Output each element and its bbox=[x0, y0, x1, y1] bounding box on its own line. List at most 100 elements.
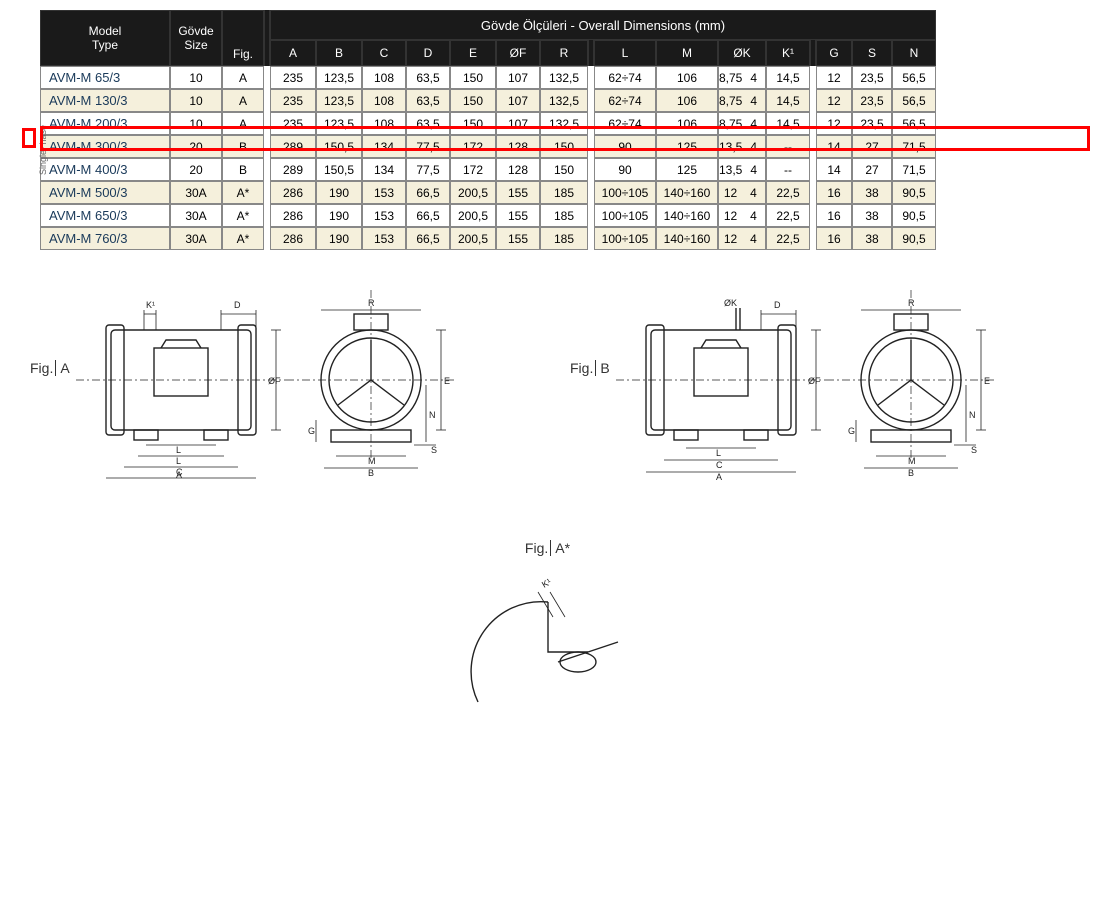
cell: 16 bbox=[816, 227, 852, 250]
cell: 14 bbox=[816, 158, 852, 181]
cell: 63,5 bbox=[406, 89, 450, 112]
cell: 150 bbox=[450, 112, 496, 135]
dim-Rb: R bbox=[908, 298, 915, 308]
cell: 62÷74 bbox=[594, 112, 656, 135]
hdr-C: C bbox=[362, 40, 406, 66]
cell: A bbox=[222, 89, 264, 112]
cell: 23,5 bbox=[852, 112, 892, 135]
dim-M: M bbox=[368, 456, 376, 466]
cell: 125 bbox=[656, 135, 718, 158]
cell: 71,5 bbox=[892, 135, 936, 158]
hdr-L: L bbox=[594, 40, 656, 66]
cell: A* bbox=[222, 227, 264, 250]
cell: 150,5 bbox=[316, 135, 362, 158]
cell: A* bbox=[222, 181, 264, 204]
hdr-model-type: Model Type bbox=[40, 10, 170, 66]
cell: 90 bbox=[594, 135, 656, 158]
hdr-OF: ØF bbox=[496, 40, 540, 66]
dim-Bb: B bbox=[908, 468, 914, 478]
cell: 12 bbox=[816, 66, 852, 89]
figure-A: Fig.A K¹ D ØF L L C A bbox=[30, 290, 456, 480]
dim-OFb: ØF bbox=[808, 376, 821, 386]
dim-OF: ØF bbox=[268, 376, 281, 386]
hdr-OK: ØK bbox=[718, 40, 766, 66]
cell: 123,5 bbox=[316, 66, 362, 89]
dim-Bf: B bbox=[368, 468, 374, 478]
cell: 134 bbox=[362, 135, 406, 158]
cell: 185 bbox=[540, 204, 588, 227]
cell: 14,5 bbox=[766, 66, 810, 89]
cell: 106 bbox=[656, 89, 718, 112]
cell: 22,5 bbox=[766, 204, 810, 227]
cell: 107 bbox=[496, 112, 540, 135]
cell: A bbox=[222, 66, 264, 89]
cell: 123,5 bbox=[316, 112, 362, 135]
hdr-overall-dimensions: Gövde Ölçüleri - Overall Dimensions (mm) bbox=[270, 10, 936, 40]
cell: 190 bbox=[316, 227, 362, 250]
cell: 286 bbox=[270, 204, 316, 227]
cell: 235 bbox=[270, 66, 316, 89]
cell: 128 bbox=[496, 158, 540, 181]
cell: 124 bbox=[718, 181, 766, 204]
table-row: AVM-M 300/320B289150,513477,517212815090… bbox=[40, 135, 936, 158]
cell: 30A bbox=[170, 204, 222, 227]
cell: 150 bbox=[540, 135, 588, 158]
dim-Cb: C bbox=[716, 460, 723, 470]
cell: 71,5 bbox=[892, 158, 936, 181]
dim-Eb: E bbox=[984, 376, 990, 386]
cell: 150 bbox=[450, 89, 496, 112]
cell: 8,754 bbox=[718, 112, 766, 135]
hdr-G: G bbox=[816, 40, 852, 66]
cell: 90 bbox=[594, 158, 656, 181]
cell: 66,5 bbox=[406, 181, 450, 204]
table-body: AVM-M 65/310A235123,510863,5150107132,56… bbox=[40, 66, 936, 250]
cell: 16 bbox=[816, 181, 852, 204]
cell: 134 bbox=[362, 158, 406, 181]
cell: A bbox=[222, 112, 264, 135]
cell: 12 bbox=[816, 112, 852, 135]
cell: 106 bbox=[656, 112, 718, 135]
dim-A: A bbox=[176, 470, 182, 480]
cell: 30A bbox=[170, 227, 222, 250]
table-row: AVM-M 65/310A235123,510863,5150107132,56… bbox=[40, 66, 936, 89]
cell: -- bbox=[766, 158, 810, 181]
cell: 100÷105 bbox=[594, 204, 656, 227]
cell: AVM-M 130/3 bbox=[40, 89, 170, 112]
hdr-K1: K¹ bbox=[766, 40, 810, 66]
cell: 289 bbox=[270, 135, 316, 158]
fig-B-front: R E G N S M B bbox=[826, 290, 996, 480]
cell: 125 bbox=[656, 158, 718, 181]
cell: 23,5 bbox=[852, 66, 892, 89]
dim-Db: D bbox=[774, 300, 781, 310]
cell: 77,5 bbox=[406, 158, 450, 181]
cell: 107 bbox=[496, 89, 540, 112]
cell: B bbox=[222, 135, 264, 158]
cell: 100÷105 bbox=[594, 181, 656, 204]
cell: 190 bbox=[316, 204, 362, 227]
fig-B-label: Fig.B bbox=[570, 360, 610, 376]
cell: 20 bbox=[170, 158, 222, 181]
cell: 10 bbox=[170, 112, 222, 135]
cell: 124 bbox=[718, 204, 766, 227]
dimensions-table-wrap: Single- hase Model Type Gövde Size Fig. … bbox=[40, 10, 1085, 250]
cell: 153 bbox=[362, 181, 406, 204]
table-row: AVM-M 200/310A235123,510863,5150107132,5… bbox=[40, 112, 936, 135]
cell: 155 bbox=[496, 204, 540, 227]
dim-Sb: S bbox=[971, 445, 977, 455]
cell: 14,5 bbox=[766, 112, 810, 135]
dim-R: R bbox=[368, 298, 375, 308]
cell: 30A bbox=[170, 181, 222, 204]
cell: 106 bbox=[656, 66, 718, 89]
cell: 20 bbox=[170, 135, 222, 158]
cell: 107 bbox=[496, 66, 540, 89]
figures-row: Fig.A K¹ D ØF L L C A bbox=[10, 290, 1085, 510]
cell: 27 bbox=[852, 158, 892, 181]
cell: A* bbox=[222, 204, 264, 227]
cell: 185 bbox=[540, 227, 588, 250]
table-row: AVM-M 130/310A235123,510863,5150107132,5… bbox=[40, 89, 936, 112]
dim-Ab: A bbox=[716, 472, 722, 480]
fig-A-front: R E G N S M B bbox=[286, 290, 456, 480]
cell: AVM-M 300/3 bbox=[40, 135, 170, 158]
dim-N: N bbox=[429, 410, 436, 420]
cell: AVM-M 65/3 bbox=[40, 66, 170, 89]
